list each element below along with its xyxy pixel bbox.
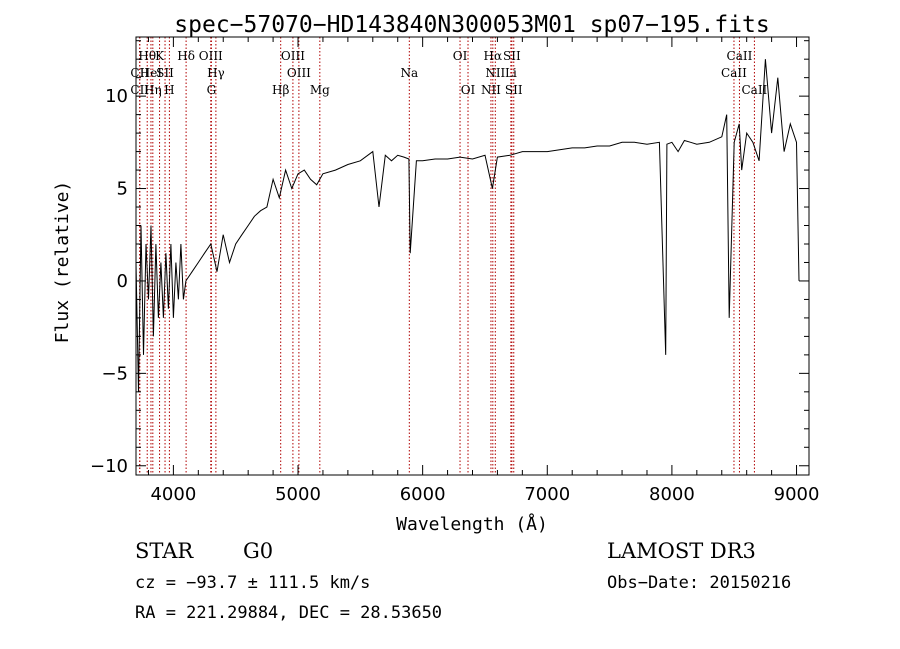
line-label-9: OIII	[199, 49, 223, 63]
line-label-26: CaII	[721, 66, 747, 80]
star-subclass: G0	[243, 539, 274, 563]
line-label-15: Mg	[310, 83, 330, 97]
line-label-18: OI	[461, 83, 476, 97]
x-tick-label-2: 6000	[400, 484, 446, 505]
line-label-10: Hγ	[207, 66, 225, 80]
line-label-22: SII	[503, 49, 521, 63]
emission-line-markers	[139, 37, 755, 475]
line-label-3: HeI	[140, 66, 163, 80]
line-label-11: G	[207, 83, 217, 97]
line-label-23: Li	[505, 66, 517, 80]
line-label-21: NII	[481, 83, 501, 97]
y-tick-label-0: −10	[90, 456, 128, 477]
y-axis-ticks: −10 −5 0 5 10	[90, 40, 809, 477]
line-label-27: CaII	[741, 83, 767, 97]
line-label-12: Hβ	[272, 83, 289, 97]
radial-velocity: cz = −93.7 ± 111.5 km/s	[135, 573, 371, 593]
x-tick-label-5: 9000	[774, 484, 820, 505]
line-label-20: NII	[485, 66, 505, 80]
line-label-19: Hα	[484, 49, 503, 63]
line-label-14: OIII	[287, 66, 311, 80]
y-tick-label-3: 5	[117, 179, 128, 200]
line-label-6: SII	[156, 66, 174, 80]
x-tick-label-4: 8000	[649, 484, 695, 505]
line-label-25: CaII	[727, 49, 753, 63]
star-class: STAR	[135, 539, 194, 563]
line-label-2: Hθ	[138, 49, 156, 63]
plot-frame	[135, 36, 810, 476]
line-label-5: K	[155, 49, 165, 63]
line-label-24: SII	[505, 83, 523, 97]
obs-date: Obs−Date: 20150216	[607, 573, 792, 593]
ra-dec: RA = 221.29884, DEC = 28.53650	[135, 603, 443, 623]
line-label-4: Hη	[144, 83, 162, 97]
survey-name: LAMOST DR3	[607, 539, 756, 563]
line-label-13: OIII	[281, 49, 305, 63]
line-label-7: H	[164, 83, 174, 97]
line-label-16: Na	[400, 66, 418, 80]
x-axis-label: Wavelength (Å)	[396, 513, 548, 535]
x-tick-label-0: 4000	[150, 484, 196, 505]
line-label-8: Hδ	[177, 49, 195, 63]
emission-line-labels: CII CII Hθ HeI Hη K SII H Hδ OIII Hγ G Hβ OIII OIII Mg N…	[130, 49, 767, 97]
line-label-1: CII	[130, 83, 149, 97]
y-axis-label: Flux (relative)	[52, 181, 73, 344]
chart-title: spec−57070−HD143840N300053M01_sp07−195.f…	[174, 12, 769, 38]
y-tick-label-2: 0	[117, 271, 128, 292]
flux-series-line	[135, 59, 800, 392]
x-tick-label-3: 7000	[524, 484, 570, 505]
y-tick-label-4: 10	[105, 86, 128, 107]
x-tick-label-1: 5000	[275, 484, 321, 505]
line-label-0: CII	[130, 66, 149, 80]
line-label-17: OI	[453, 49, 468, 63]
x-axis-ticks: 4000 5000 6000 7000 8000 9000	[147, 37, 820, 505]
y-tick-label-1: −5	[101, 363, 128, 384]
